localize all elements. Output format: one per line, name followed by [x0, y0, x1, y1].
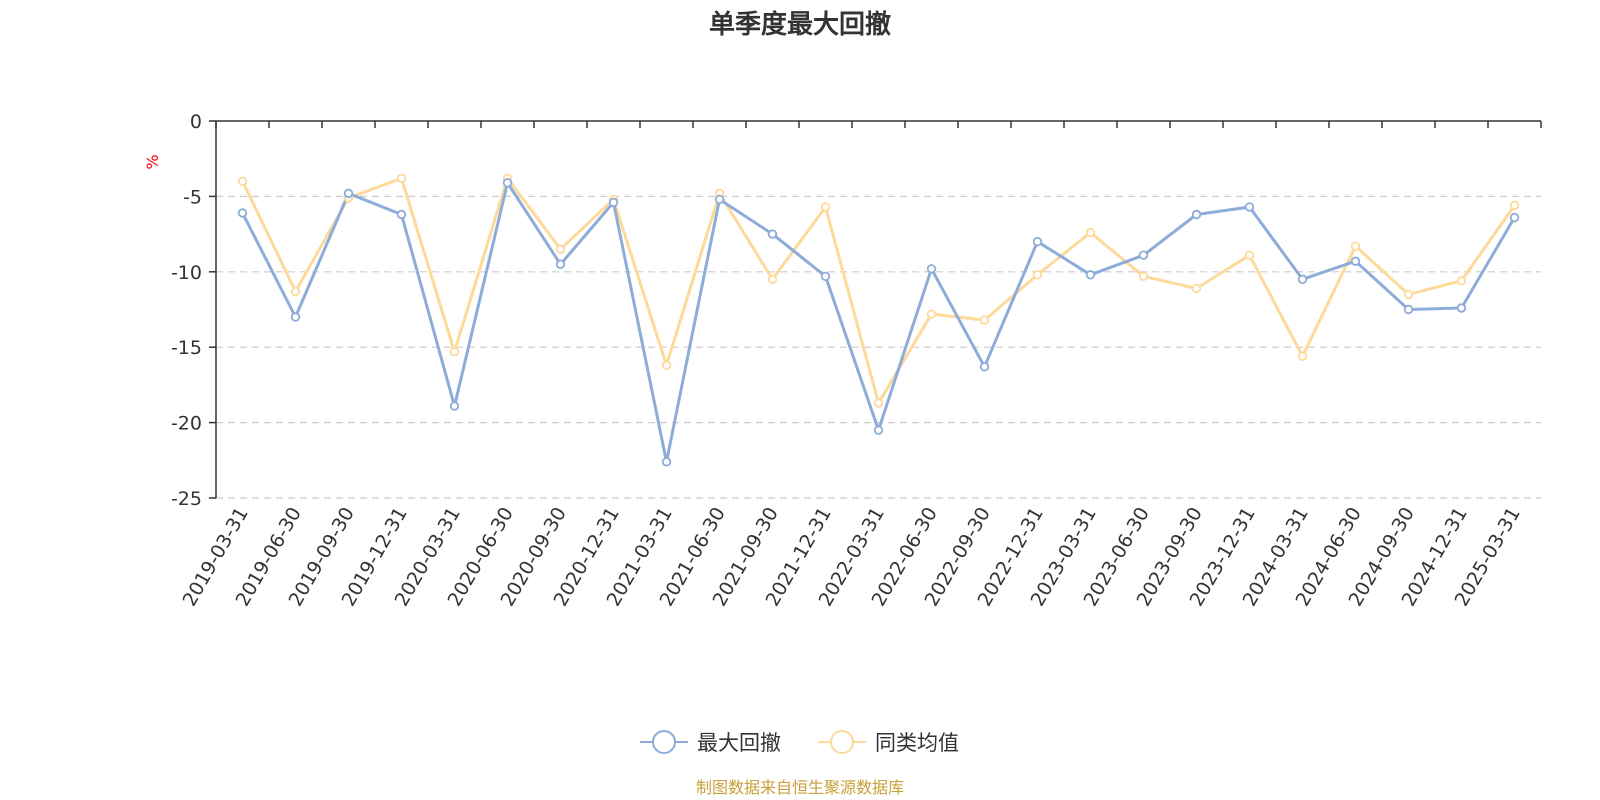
legend[interactable]: 最大回撤 同类均值 — [640, 730, 959, 755]
data-point-series-2[interactable] — [661, 360, 672, 370]
legend-item-2[interactable]: 同类均值 — [818, 730, 959, 755]
data-point-series-2[interactable] — [1085, 227, 1096, 238]
data-point-series-1[interactable] — [555, 259, 566, 269]
data-point-series-2[interactable] — [1350, 241, 1361, 251]
data-point-series-1[interactable] — [343, 188, 354, 199]
data-point-series-1[interactable] — [1456, 303, 1467, 313]
data-point-series-2[interactable] — [1244, 250, 1255, 260]
data-point-series-1[interactable] — [1138, 250, 1149, 260]
data-point-series-1[interactable] — [502, 178, 513, 188]
legend-circle-icon — [830, 730, 854, 754]
data-point-series-1[interactable] — [449, 401, 460, 411]
data-point-series-2[interactable] — [555, 244, 566, 254]
data-point-series-2[interactable] — [1032, 270, 1043, 280]
data-point-series-1[interactable] — [1297, 274, 1308, 285]
data-point-series-1[interactable] — [873, 425, 884, 435]
data-point-series-2[interactable] — [396, 173, 407, 184]
data-point-series-1[interactable] — [1403, 304, 1414, 315]
series-line-1[interactable] — [241, 181, 1516, 464]
data-point-series-1[interactable] — [1509, 212, 1520, 223]
data-point-series-2[interactable] — [1297, 351, 1308, 361]
y-tick-label: 0 — [190, 111, 202, 133]
data-point-series-2[interactable] — [1191, 283, 1202, 294]
data-point-series-2[interactable] — [979, 315, 990, 325]
data-point-series-1[interactable] — [714, 194, 725, 205]
y-tick-label: -20 — [171, 413, 202, 435]
data-point-series-1[interactable] — [661, 457, 672, 467]
chart-title: 单季度最大回撤 — [709, 9, 891, 40]
y-tick-label: -25 — [171, 488, 202, 510]
data-point-series-1[interactable] — [1350, 256, 1361, 266]
data-point-series-1[interactable] — [1085, 270, 1096, 280]
data-point-series-2[interactable] — [820, 202, 831, 212]
data-point-series-2[interactable] — [290, 286, 301, 297]
legend-label: 同类均值 — [875, 731, 959, 755]
data-point-series-2[interactable] — [1403, 289, 1414, 300]
data-point-series-1[interactable] — [1191, 209, 1202, 220]
legend-label: 最大回撤 — [697, 731, 781, 755]
data-point-series-2[interactable] — [926, 309, 937, 319]
data-point-series-1[interactable] — [237, 208, 248, 218]
series-layer — [237, 173, 1520, 467]
data-point-series-2[interactable] — [767, 274, 778, 285]
data-point-series-2[interactable] — [237, 176, 248, 187]
data-point-series-1[interactable] — [926, 264, 937, 274]
data-point-series-1[interactable] — [1244, 202, 1255, 212]
data-point-series-1[interactable] — [1032, 236, 1043, 247]
y-tick-label: -10 — [171, 262, 202, 284]
y-axis-unit-label: % — [143, 154, 162, 169]
data-point-series-1[interactable] — [608, 197, 619, 208]
legend-circle-icon — [652, 730, 676, 754]
data-point-series-2[interactable] — [1509, 200, 1520, 211]
legend-item-1[interactable]: 最大回撤 — [640, 730, 781, 755]
data-point-series-2[interactable] — [1138, 271, 1149, 282]
series-line-2[interactable] — [241, 176, 1516, 405]
y-tick-label: -15 — [171, 337, 202, 359]
data-point-series-2[interactable] — [1456, 276, 1467, 286]
data-source-note: 制图数据来自恒生聚源数据库 — [696, 778, 904, 797]
data-point-series-1[interactable] — [290, 312, 301, 322]
grid-layer — [216, 195, 1541, 499]
data-point-series-1[interactable] — [820, 271, 831, 282]
data-point-series-1[interactable] — [767, 229, 778, 239]
data-point-series-1[interactable] — [979, 362, 990, 372]
data-point-series-2[interactable] — [873, 398, 884, 408]
data-point-series-2[interactable] — [449, 347, 460, 357]
y-tick-label: -5 — [183, 186, 202, 208]
data-point-series-1[interactable] — [396, 209, 407, 220]
